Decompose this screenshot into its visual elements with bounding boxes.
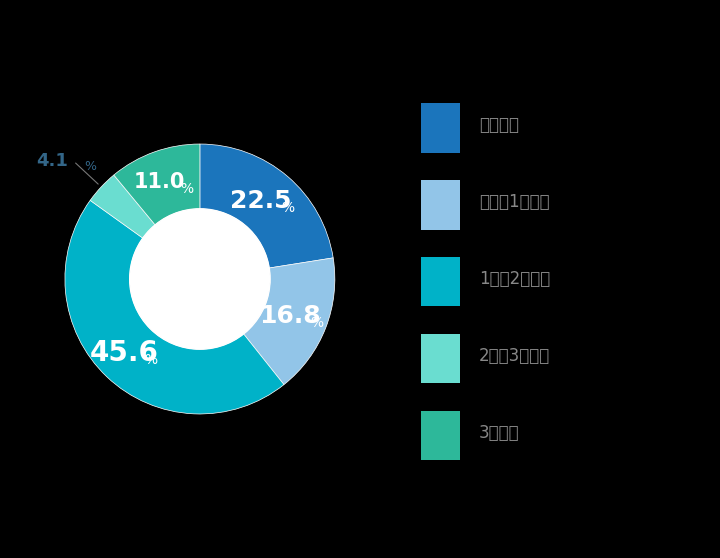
Bar — [421, 334, 459, 383]
Circle shape — [130, 209, 270, 349]
Wedge shape — [243, 258, 335, 384]
Text: 4.1: 4.1 — [36, 152, 68, 170]
Text: 半年〜1年未満: 半年〜1年未満 — [479, 193, 549, 211]
Bar — [421, 411, 459, 460]
Text: %: % — [310, 316, 324, 330]
Text: %: % — [282, 201, 294, 215]
Text: 1年〜2年未満: 1年〜2年未満 — [479, 270, 550, 288]
Bar — [421, 257, 459, 306]
Wedge shape — [90, 175, 155, 238]
Text: 22.5: 22.5 — [230, 189, 292, 213]
Text: 半年未満: 半年未満 — [479, 116, 519, 134]
Text: 45.6: 45.6 — [89, 339, 158, 367]
Wedge shape — [65, 200, 284, 414]
Bar — [421, 180, 459, 229]
Text: %: % — [144, 353, 158, 367]
Text: 16.8: 16.8 — [259, 304, 321, 328]
Wedge shape — [114, 144, 200, 225]
Text: %: % — [84, 160, 96, 173]
Wedge shape — [200, 144, 333, 268]
Text: %: % — [180, 182, 193, 196]
Text: 11.0: 11.0 — [134, 172, 186, 193]
Text: 2年〜3年未満: 2年〜3年未満 — [479, 347, 550, 365]
Text: 3年以上: 3年以上 — [479, 424, 519, 442]
Bar — [421, 103, 459, 152]
